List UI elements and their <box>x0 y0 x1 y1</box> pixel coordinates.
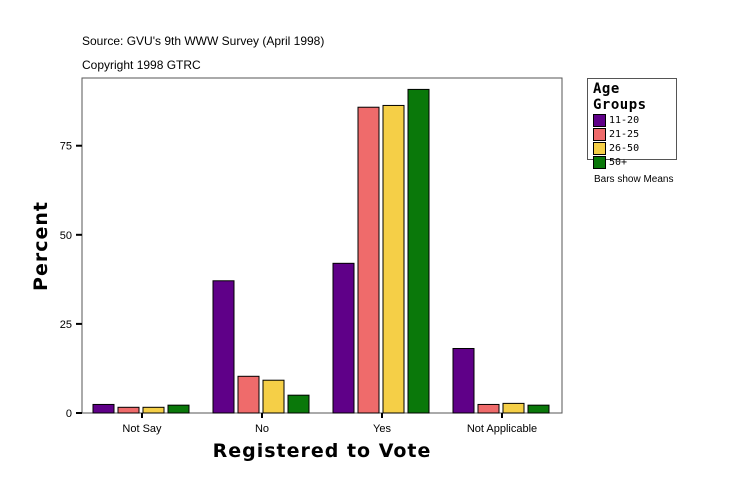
bar-11-20-yes <box>332 262 355 414</box>
x-tick-label: Yes <box>373 423 391 435</box>
bar-21-25-yes <box>357 106 380 414</box>
bars-show-means-note: Bars show Means <box>594 174 674 185</box>
legend-label: 21-25 <box>609 128 640 140</box>
bar-11-20-not-applicable <box>452 347 475 414</box>
bar-21-25-not-applicable <box>477 403 500 414</box>
legend-item: 26-50 <box>593 141 676 155</box>
legend: Age Groups 11-20 21-25 26-50 50+ <box>587 78 677 169</box>
legend-label: 26-50 <box>609 142 640 154</box>
source-text: Source: GVU's 9th WWW Survey (April 1998… <box>82 34 325 48</box>
bar-26-50-yes <box>382 104 405 414</box>
legend-swatch <box>593 155 606 169</box>
y-tick-label: 50 <box>60 230 72 242</box>
x-tick-label: Not Say <box>122 423 162 435</box>
bar-50+-not-applicable <box>527 404 550 414</box>
legend-item: 50+ <box>593 155 676 169</box>
legend-title: Age Groups <box>593 81 647 113</box>
legend-item: 11-20 <box>593 113 676 127</box>
bar-21-25-not-say <box>117 406 140 414</box>
bar-11-20-no <box>212 280 235 414</box>
bar-26-50-not-applicable <box>502 402 525 414</box>
bar-50+-yes <box>407 88 430 414</box>
copyright-text: Copyright 1998 GTRC <box>82 58 201 72</box>
bar-26-50-no <box>262 379 285 414</box>
legend-swatch <box>593 141 606 155</box>
bar-26-50-not-say <box>142 406 165 414</box>
y-tick-label: 0 <box>66 408 72 420</box>
y-axis-label: Percent <box>30 201 52 291</box>
bar-21-25-no <box>237 375 260 414</box>
legend-swatch <box>593 113 606 127</box>
x-tick-label: No <box>255 423 269 435</box>
bar-50+-no <box>287 394 310 414</box>
y-tick-label: 75 <box>60 141 72 153</box>
x-tick-label: Not Applicable <box>467 423 537 435</box>
legend-label: 50+ <box>609 156 628 168</box>
legend-label: 11-20 <box>609 114 640 126</box>
legend-swatch <box>593 127 606 141</box>
bar-11-20-not-say <box>92 403 115 414</box>
x-axis-label: Registered to Vote <box>213 440 432 462</box>
legend-item: 21-25 <box>593 127 676 141</box>
y-tick-label: 25 <box>60 319 72 331</box>
bar-50+-not-say <box>167 404 190 414</box>
plot-area <box>81 77 563 414</box>
